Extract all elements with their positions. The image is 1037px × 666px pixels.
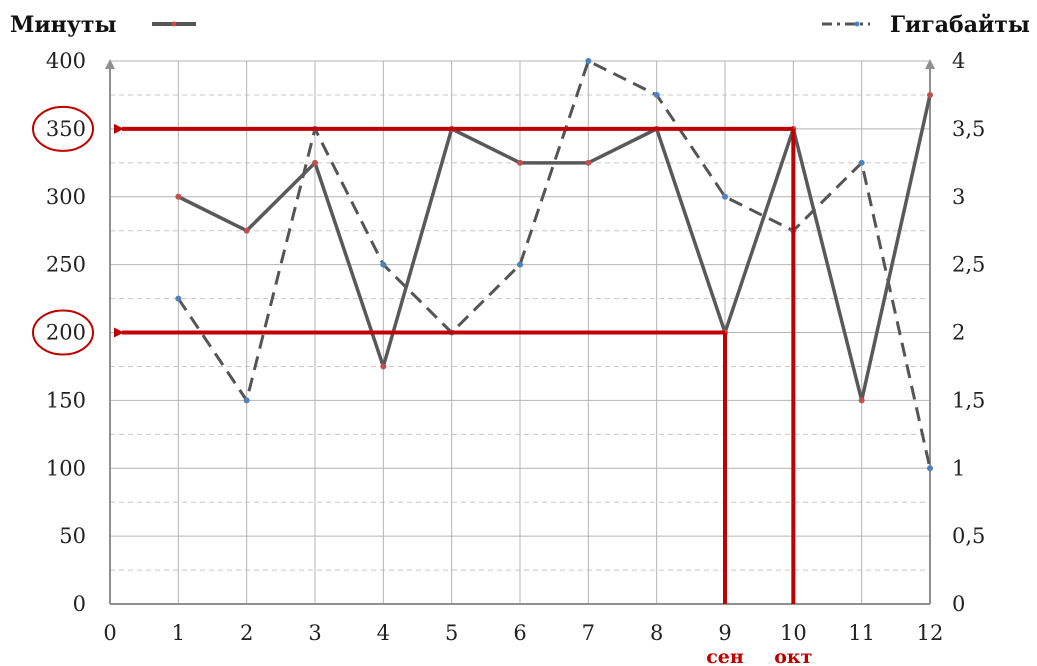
legend-gigabytes-label: Гигабайты xyxy=(890,12,1030,38)
circled-tick-marker xyxy=(32,105,94,152)
y-tick-label-right: 2,5 xyxy=(952,253,985,277)
x-tick-label: 7 xyxy=(582,621,595,645)
x-tick-label: 4 xyxy=(377,621,390,645)
gigabytes-point xyxy=(585,58,592,64)
minutes-point xyxy=(927,91,933,98)
month-label: окт xyxy=(774,646,812,666)
y-tick-label-left: 200 xyxy=(46,321,86,345)
x-tick-label: 1 xyxy=(172,621,185,645)
legend-gigabytes: Гигабайты xyxy=(822,12,1030,38)
minutes-point xyxy=(380,363,387,370)
y-tick-label-left: 100 xyxy=(46,456,86,480)
x-tick-label: 11 xyxy=(848,621,875,645)
legend-minutes-marker xyxy=(171,21,177,27)
annotations: сен окт xyxy=(114,123,812,666)
minutes-point xyxy=(243,227,250,234)
y-tick-label-left: 0 xyxy=(73,592,86,616)
y-tick-label-left: 150 xyxy=(46,388,86,412)
x-tick-label: 8 xyxy=(650,621,663,645)
tick-labels: 05010015020025030035040000,511,522,533,5… xyxy=(32,49,985,645)
minutes-point xyxy=(517,159,523,166)
y-tick-label-right: 0 xyxy=(952,592,965,616)
y-tick-label-left: 350 xyxy=(46,117,86,141)
legend-minutes-label: Минуты xyxy=(10,12,117,38)
x-tick-label: 10 xyxy=(780,621,807,645)
y-axis-right-arrow xyxy=(925,59,935,69)
y-tick-label-right: 0,5 xyxy=(952,524,985,548)
y-tick-label-right: 4 xyxy=(952,49,965,73)
x-tick-label: 2 xyxy=(240,621,253,645)
y-axis-left-arrow xyxy=(105,59,115,69)
y-tick-label-right: 1,5 xyxy=(952,388,985,412)
y-tick-label-left: 50 xyxy=(59,524,86,548)
x-tick-label: 5 xyxy=(445,621,458,645)
x-tick-label: 6 xyxy=(513,621,526,645)
y-tick-label-right: 1 xyxy=(952,456,965,480)
gigabytes-point xyxy=(858,159,865,166)
gigabytes-point xyxy=(380,261,387,268)
y-tick-label-left: 400 xyxy=(46,49,86,73)
y-tick-label-right: 3,5 xyxy=(952,117,985,141)
legend-minutes: Минуты xyxy=(10,12,196,38)
x-tick-label: 0 xyxy=(103,621,116,645)
gigabytes-point xyxy=(175,295,182,302)
gigabytes-point xyxy=(722,193,728,200)
x-tick-label: 9 xyxy=(718,621,731,645)
minutes-point xyxy=(175,193,182,200)
minutes-point xyxy=(858,397,865,404)
y-tick-label-right: 2 xyxy=(952,321,965,345)
minutes-point xyxy=(312,159,318,166)
gigabytes-point xyxy=(927,465,933,472)
x-tick-label: 3 xyxy=(308,621,321,645)
minutes-point xyxy=(585,159,592,166)
legend-gigabytes-marker xyxy=(854,21,860,27)
y-tick-label-left: 250 xyxy=(46,253,86,277)
month-label: сен xyxy=(706,646,744,666)
series-minutes-line xyxy=(177,94,932,403)
circled-tick-marker xyxy=(32,309,94,356)
y-tick-label-left: 300 xyxy=(46,185,86,209)
gigabytes-point xyxy=(517,261,523,268)
x-tick-label: 12 xyxy=(917,621,944,645)
gigabytes-point xyxy=(653,91,660,98)
y-tick-label-right: 3 xyxy=(952,185,965,209)
gigabytes-point xyxy=(243,397,250,404)
